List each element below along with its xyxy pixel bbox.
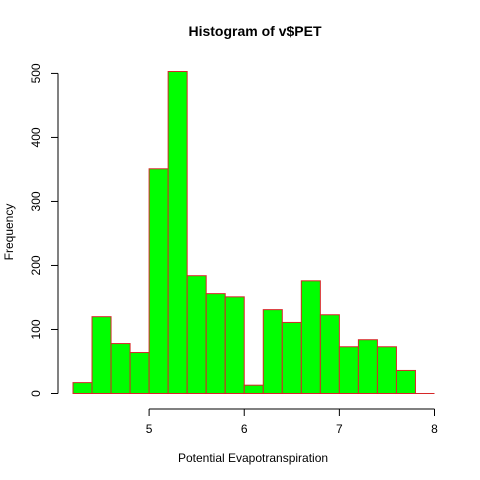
x-tick-label: 5 — [146, 422, 153, 436]
histogram-bar — [300, 280, 321, 394]
histogram-bar — [91, 316, 112, 394]
y-tick-label: 100 — [29, 319, 43, 339]
histogram-bar — [224, 296, 245, 395]
histogram-bar — [167, 71, 188, 394]
histogram-bar — [129, 352, 150, 394]
histogram-bars — [72, 71, 435, 395]
histogram-bar — [319, 314, 340, 394]
y-tick-label: 200 — [29, 255, 43, 275]
histogram-bar — [72, 382, 93, 395]
y-tick-label: 400 — [29, 127, 43, 147]
y-tick-label: 0 — [29, 390, 43, 397]
x-tick-label: 8 — [431, 422, 438, 436]
histogram-bar — [205, 293, 226, 395]
histogram-bar — [186, 275, 207, 394]
histogram-bar — [395, 369, 416, 395]
x-tick-label: 6 — [241, 422, 248, 436]
histogram-bar — [110, 343, 131, 395]
histogram-bar — [376, 346, 397, 395]
x-axis-label: Potential Evapotranspiration — [178, 451, 328, 465]
histogram-bar — [338, 346, 359, 395]
y-tick-label: 500 — [29, 63, 43, 83]
histogram-bar — [357, 339, 378, 395]
y-tick-label: 300 — [29, 191, 43, 211]
y-axis: 0 100 200 300 400 500 — [29, 63, 59, 397]
x-tick-label: 7 — [336, 422, 343, 436]
x-axis: 5 6 7 8 — [146, 408, 438, 436]
histogram-bar — [281, 321, 302, 395]
y-axis-label: Frequency — [2, 204, 16, 261]
chart-title: Histogram of v$PET — [188, 23, 321, 39]
histogram-bar — [148, 168, 169, 394]
histogram-bar — [262, 309, 283, 394]
histogram-bar — [243, 384, 264, 394]
